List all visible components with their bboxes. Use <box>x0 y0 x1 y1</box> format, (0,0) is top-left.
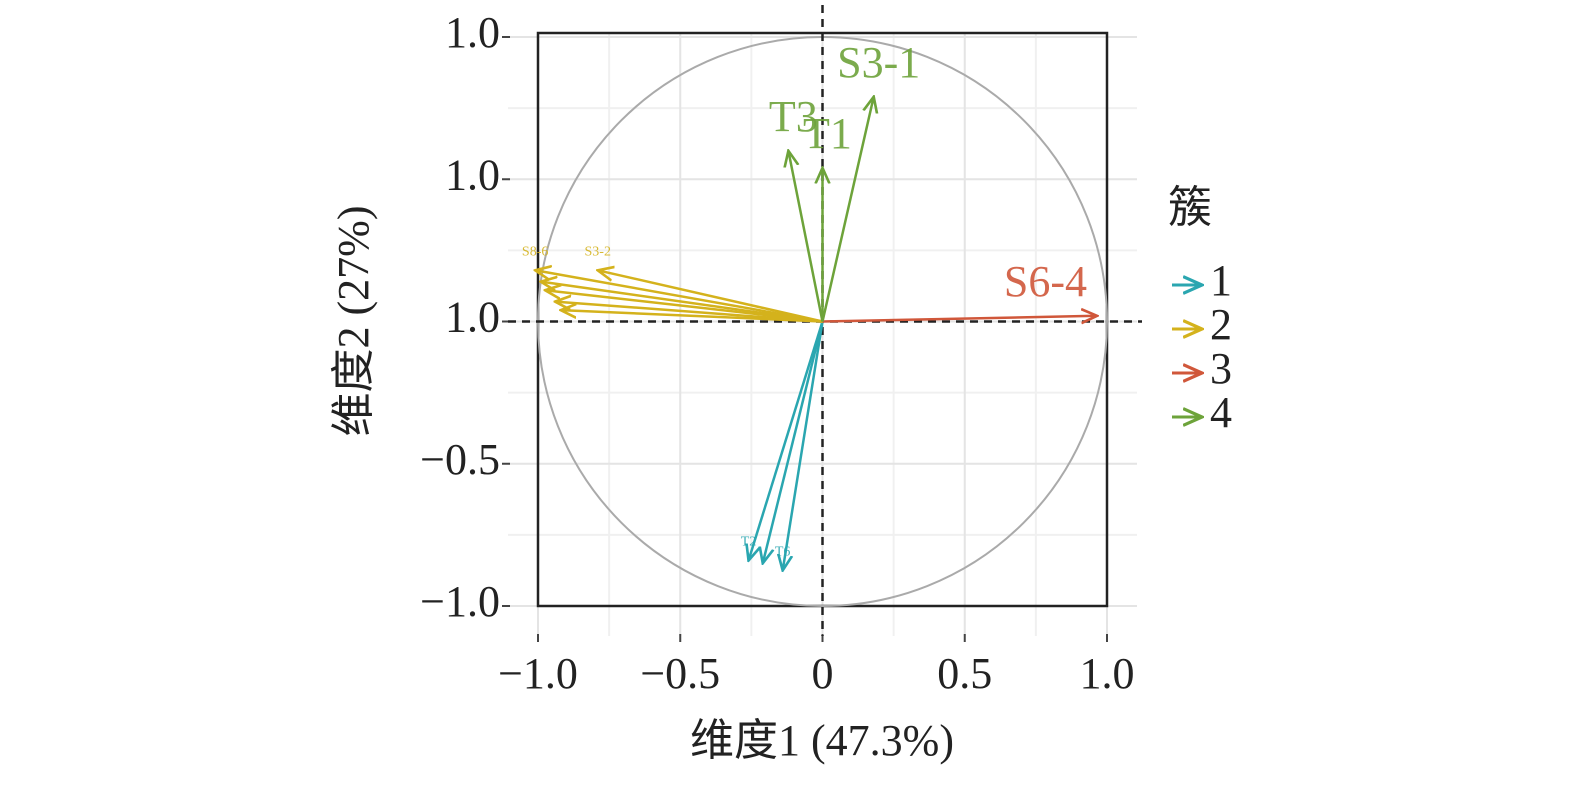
arrow <box>541 282 823 323</box>
arrow <box>763 321 824 564</box>
arrow-label: S3-1 <box>837 38 920 87</box>
arrow-label: S6-4 <box>1004 257 1087 306</box>
arrow <box>749 321 824 561</box>
x-tick-label: −1.0 <box>498 649 578 698</box>
legend-label: 4 <box>1210 388 1232 437</box>
arrow-label: S8-6 <box>522 245 548 260</box>
legend-label: 2 <box>1210 300 1232 349</box>
x-tick-label: 0.5 <box>937 649 992 698</box>
arrow <box>555 302 823 323</box>
legend-label: 1 <box>1210 256 1232 305</box>
arrow <box>822 316 1098 322</box>
y-tick-label: −1.0 <box>420 577 500 626</box>
y-tick-label: 1.0 <box>445 8 500 57</box>
legend-title: 簇 <box>1168 183 1212 232</box>
y-tick-label: 1.0 <box>445 150 500 199</box>
y-tick-label: 1.0 <box>445 293 500 342</box>
arrow-label: T6 <box>775 545 791 560</box>
x-tick-label: −0.5 <box>640 649 720 698</box>
arrow-label: T3 <box>769 92 818 141</box>
arrow <box>535 270 823 323</box>
arrow-label: S3-2 <box>585 245 611 260</box>
arrow <box>783 321 824 571</box>
x-tick-label: 0 <box>812 649 834 698</box>
arrow <box>561 310 823 323</box>
y-tick-label: −0.5 <box>420 435 500 484</box>
x-tick-label: 1.0 <box>1080 649 1135 698</box>
arrow <box>545 290 823 323</box>
arrow <box>821 97 874 322</box>
arrow-label: T1 <box>803 109 852 158</box>
y-axis-label: 维度2 (27%) <box>329 206 378 437</box>
arrow <box>788 151 824 322</box>
x-axis-label: 维度1 (47.3%) <box>690 716 954 765</box>
legend-label: 3 <box>1210 344 1232 393</box>
arrow-label: T2 <box>741 535 757 550</box>
arrow <box>598 270 823 323</box>
